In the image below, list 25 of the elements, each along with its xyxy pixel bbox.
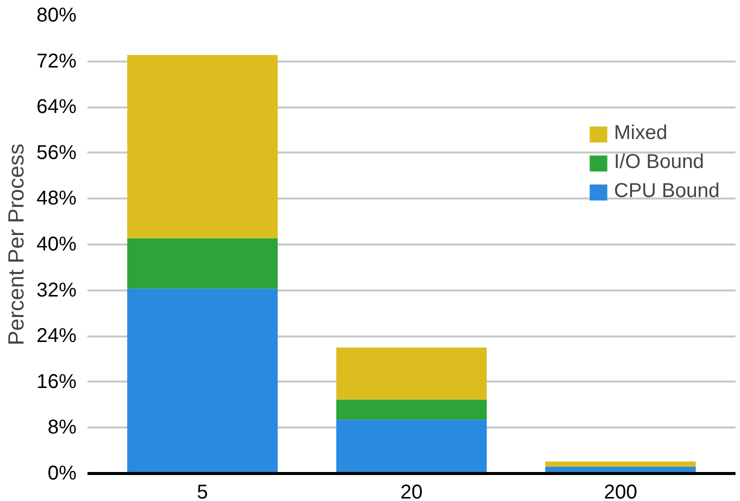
y-axis-title: Percent Per Process bbox=[3, 144, 28, 346]
bar bbox=[127, 238, 278, 289]
y-tick-label: 64% bbox=[36, 96, 77, 118]
y-tick-label: 8% bbox=[48, 416, 77, 439]
bar bbox=[127, 288, 278, 474]
y-tick-label: 16% bbox=[36, 370, 77, 393]
x-tick-label: 20 bbox=[400, 482, 423, 501]
y-tick-label: 40% bbox=[36, 234, 77, 256]
legend-label: I/O Bound bbox=[614, 151, 704, 174]
bar bbox=[336, 348, 487, 400]
legend-label: CPU Bound bbox=[614, 180, 720, 203]
bar bbox=[545, 461, 696, 467]
x-tick-label: 200 bbox=[604, 482, 638, 501]
y-tick-label: 0% bbox=[48, 462, 77, 484]
y-tick-label: 56% bbox=[36, 142, 77, 164]
bar bbox=[127, 55, 278, 238]
y-tick-label: 72% bbox=[36, 50, 77, 72]
y-tick-label: 80% bbox=[36, 4, 77, 26]
bar bbox=[336, 400, 487, 420]
y-tick-label: 32% bbox=[36, 279, 77, 302]
legend-label: Mixed bbox=[614, 122, 668, 145]
y-tick-label: 24% bbox=[36, 325, 77, 348]
y-tick-label: 48% bbox=[36, 188, 77, 210]
bar bbox=[336, 420, 487, 474]
x-tick-label: 5 bbox=[196, 482, 208, 501]
